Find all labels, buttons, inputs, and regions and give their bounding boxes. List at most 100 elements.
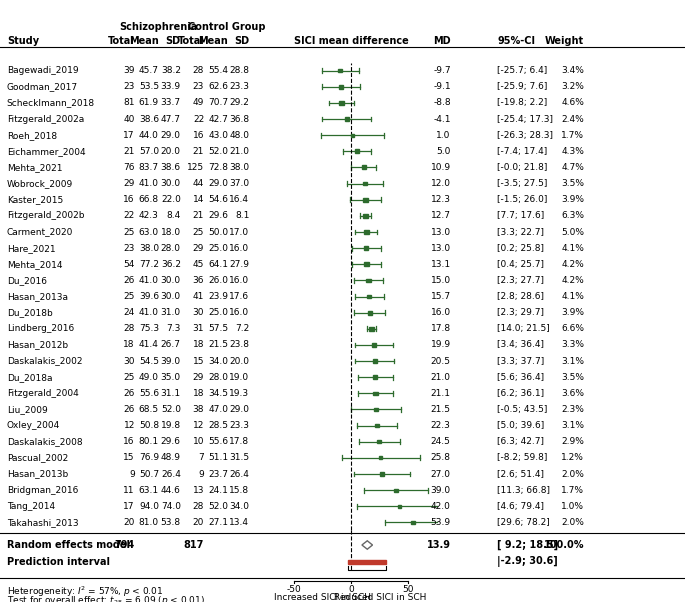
Bar bbox=[345, 117, 349, 120]
Bar bbox=[372, 343, 376, 347]
Text: [2.3; 29.7]: [2.3; 29.7] bbox=[497, 308, 545, 317]
Text: 36.8: 36.8 bbox=[229, 114, 249, 123]
Bar bbox=[362, 166, 366, 169]
Text: 22: 22 bbox=[193, 114, 204, 123]
Text: [-0.0; 21.8]: [-0.0; 21.8] bbox=[497, 163, 548, 172]
Text: 4.2%: 4.2% bbox=[562, 260, 584, 268]
Text: 27.9: 27.9 bbox=[229, 260, 249, 268]
Text: 12.7: 12.7 bbox=[431, 211, 451, 220]
Text: 16: 16 bbox=[123, 195, 135, 204]
Text: Hasan_2012b: Hasan_2012b bbox=[7, 341, 68, 349]
Text: 42.7: 42.7 bbox=[208, 114, 228, 123]
Text: 2.0%: 2.0% bbox=[562, 518, 584, 527]
Text: 28.8: 28.8 bbox=[229, 66, 249, 75]
Text: 38.0: 38.0 bbox=[229, 163, 249, 172]
Text: 64.1: 64.1 bbox=[208, 260, 228, 268]
Bar bbox=[373, 359, 377, 363]
Text: 43.0: 43.0 bbox=[208, 131, 228, 140]
Text: Oxley_2004: Oxley_2004 bbox=[7, 421, 60, 430]
Text: SD: SD bbox=[166, 36, 181, 46]
Text: 36.2: 36.2 bbox=[161, 260, 181, 268]
Text: 12: 12 bbox=[192, 421, 204, 430]
Text: 30.0: 30.0 bbox=[161, 292, 181, 301]
Text: Du_2016: Du_2016 bbox=[7, 276, 47, 285]
Text: 16: 16 bbox=[123, 437, 135, 446]
Text: 6.6%: 6.6% bbox=[561, 324, 584, 334]
Text: [3.4; 36.4]: [3.4; 36.4] bbox=[497, 341, 545, 349]
Text: Bagewadi_2019: Bagewadi_2019 bbox=[7, 66, 79, 75]
Text: 62.6: 62.6 bbox=[208, 82, 228, 92]
Text: 21: 21 bbox=[123, 147, 135, 156]
Text: 27.0: 27.0 bbox=[431, 470, 451, 479]
Text: [-8.2; 59.8]: [-8.2; 59.8] bbox=[497, 453, 548, 462]
Text: [3.3; 37.7]: [3.3; 37.7] bbox=[497, 356, 545, 365]
Text: 21.0: 21.0 bbox=[229, 147, 249, 156]
Text: 18: 18 bbox=[123, 341, 135, 349]
Text: 28: 28 bbox=[192, 66, 204, 75]
Text: Mehta_2021: Mehta_2021 bbox=[7, 163, 62, 172]
Bar bbox=[398, 505, 401, 507]
Text: Hare_2021: Hare_2021 bbox=[7, 244, 55, 253]
Bar bbox=[377, 440, 382, 444]
Text: Schizophrenia: Schizophrenia bbox=[119, 22, 197, 32]
Text: 25.0: 25.0 bbox=[208, 308, 228, 317]
Text: Test for overall effect: $t_{28}$ = 6.09 ($p$ < 0.01): Test for overall effect: $t_{28}$ = 6.09… bbox=[7, 594, 205, 602]
Text: 16: 16 bbox=[192, 131, 204, 140]
Text: SICI mean difference: SICI mean difference bbox=[294, 36, 409, 46]
Text: 12.3: 12.3 bbox=[431, 195, 451, 204]
Text: 23.7: 23.7 bbox=[208, 470, 228, 479]
Text: Du_2018a: Du_2018a bbox=[7, 373, 52, 382]
Text: 4.1%: 4.1% bbox=[562, 292, 584, 301]
Text: 17.6: 17.6 bbox=[229, 292, 249, 301]
Text: SD: SD bbox=[234, 36, 249, 46]
Bar bbox=[380, 473, 384, 476]
Text: 12.0: 12.0 bbox=[431, 179, 451, 188]
Text: 51.1: 51.1 bbox=[208, 453, 228, 462]
Text: 57.0: 57.0 bbox=[139, 147, 159, 156]
Text: 24: 24 bbox=[124, 308, 135, 317]
Text: 817: 817 bbox=[184, 540, 204, 550]
Text: 29.6: 29.6 bbox=[208, 211, 228, 220]
Text: 34.0: 34.0 bbox=[208, 356, 228, 365]
Text: 10: 10 bbox=[192, 437, 204, 446]
Text: Fitzgerald_2002a: Fitzgerald_2002a bbox=[7, 114, 84, 123]
Bar bbox=[375, 424, 379, 427]
Text: 29.6: 29.6 bbox=[161, 437, 181, 446]
Text: Lindberg_2016: Lindberg_2016 bbox=[7, 324, 74, 334]
Text: Prediction interval: Prediction interval bbox=[7, 557, 110, 567]
Text: 38.6: 38.6 bbox=[139, 114, 159, 123]
Text: 37.0: 37.0 bbox=[229, 179, 249, 188]
Text: 3.9%: 3.9% bbox=[561, 195, 584, 204]
Text: 39.0: 39.0 bbox=[431, 486, 451, 495]
Text: 21.5: 21.5 bbox=[208, 341, 228, 349]
Text: [2.8; 28.6]: [2.8; 28.6] bbox=[497, 292, 545, 301]
Text: Mehta_2014: Mehta_2014 bbox=[7, 260, 62, 268]
Text: Fitzgerald_2002b: Fitzgerald_2002b bbox=[7, 211, 84, 220]
Text: [6.2; 36.1]: [6.2; 36.1] bbox=[497, 389, 545, 398]
Text: 28.0: 28.0 bbox=[208, 373, 228, 382]
Text: 15: 15 bbox=[192, 356, 204, 365]
Text: 10.9: 10.9 bbox=[431, 163, 451, 172]
Bar bbox=[351, 134, 354, 137]
Text: 17.8: 17.8 bbox=[229, 437, 249, 446]
Bar bbox=[379, 456, 382, 459]
Text: 39.6: 39.6 bbox=[139, 292, 159, 301]
Text: 13.1: 13.1 bbox=[431, 260, 451, 268]
Text: 44.6: 44.6 bbox=[161, 486, 181, 495]
Text: 28.0: 28.0 bbox=[161, 244, 181, 253]
Text: Control Group: Control Group bbox=[188, 22, 266, 32]
Text: 30: 30 bbox=[192, 308, 204, 317]
Text: 16.0: 16.0 bbox=[431, 308, 451, 317]
Text: [-25.7; 6.4]: [-25.7; 6.4] bbox=[497, 66, 547, 75]
Text: 2.9%: 2.9% bbox=[562, 437, 584, 446]
Text: 25: 25 bbox=[123, 292, 135, 301]
Text: 3.4%: 3.4% bbox=[562, 66, 584, 75]
Text: 33.9: 33.9 bbox=[161, 82, 181, 92]
Text: 19.9: 19.9 bbox=[431, 341, 451, 349]
Text: Fitzgerald_2004: Fitzgerald_2004 bbox=[7, 389, 79, 398]
Text: 34.0: 34.0 bbox=[229, 502, 249, 510]
Bar bbox=[368, 311, 372, 314]
Text: Goodman_2017: Goodman_2017 bbox=[7, 82, 78, 92]
Bar bbox=[373, 391, 377, 395]
Text: MD: MD bbox=[433, 36, 451, 46]
